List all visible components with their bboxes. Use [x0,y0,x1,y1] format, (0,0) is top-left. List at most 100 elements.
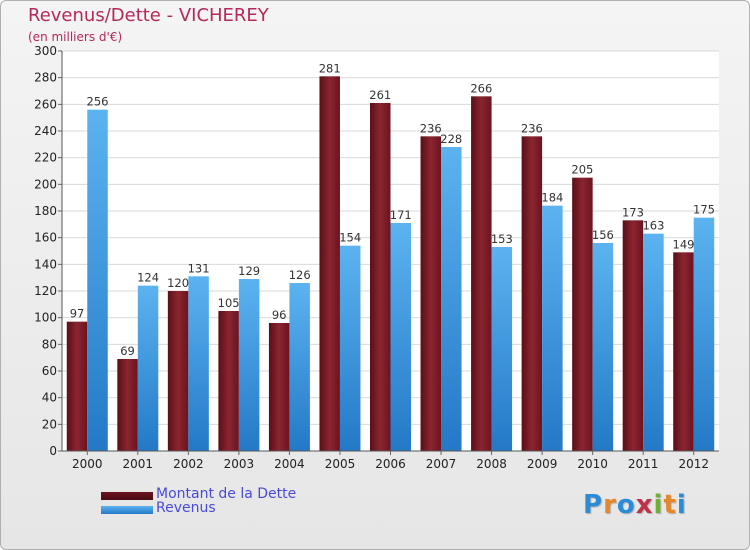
legend-swatch-dette [101,492,153,500]
bar-revenus [441,147,462,451]
x-tick-label: 2001 [123,457,154,471]
logo-letter: P [583,490,604,520]
bar-dette [572,177,593,451]
axes [58,50,719,455]
bar-revenus [238,279,260,451]
y-tick-label: 0 [49,444,57,458]
bar-dette [167,291,189,451]
bar-label-dette: 69 [120,344,135,358]
x-tick-label: 2011 [628,457,659,471]
logo-letter: x [635,490,654,520]
y-tick-label: 60 [42,364,57,378]
bar-label-dette: 281 [319,61,341,75]
x-tick-label: 2012 [678,457,709,471]
bar-dette [268,323,290,451]
bar-dette [622,220,644,451]
x-tick-label: 2006 [375,457,406,471]
bar-label-revenus: 175 [693,203,715,217]
bar-revenus [592,243,614,451]
bar-dette [319,76,340,451]
y-tick-label: 280 [34,71,57,85]
bar-label-dette: 97 [70,307,85,321]
logo-letter: i [676,490,687,520]
bar-label-revenus: 154 [339,231,361,245]
x-tick-label: 2004 [274,457,305,471]
legend-label-dette: Montant de la Dette [156,486,297,502]
bar-dette [218,311,239,451]
y-tick-label: 20 [42,417,57,431]
bar-revenus [693,217,715,451]
bar-label-dette: 120 [167,276,189,290]
bar-label-dette: 236 [521,121,543,135]
bar-dette [673,252,694,451]
y-tick-label: 140 [34,257,57,271]
chart-title: Revenus/Dette - VICHEREY [28,5,269,26]
bar-label-dette: 236 [420,121,442,135]
bar-dette [521,136,543,452]
y-tick-label: 80 [42,337,57,351]
bar-label-revenus: 124 [137,271,159,285]
bar-dette [420,136,442,452]
legend-swatch-revenus [101,506,153,514]
bar-label-dette: 96 [272,308,287,322]
bar-label-revenus: 153 [491,232,513,246]
bar-revenus [87,109,108,452]
bar-label-dette: 149 [673,237,695,251]
bar-dette [471,96,492,451]
y-tick-label: 300 [34,44,57,58]
proxiti-logo: Proxiti [583,490,687,522]
x-tick-label: 2003 [224,457,255,471]
bar-label-revenus: 131 [188,261,210,275]
y-tick-label: 120 [34,284,57,298]
y-tick-label: 100 [34,311,57,325]
bar-label-revenus: 129 [238,264,260,278]
y-tick-label: 160 [34,231,57,245]
bar-label-revenus: 171 [390,208,412,222]
bar-label-dette: 266 [470,81,492,95]
bar-label-dette: 105 [218,296,240,310]
bar-revenus [491,247,513,451]
x-tick-label: 2008 [476,457,507,471]
x-tick-label: 2007 [426,457,457,471]
bar-label-revenus: 126 [289,268,311,282]
y-tick-label: 200 [34,177,57,191]
bar-revenus [390,223,411,451]
y-tick-label: 240 [34,124,57,138]
bar-label-dette: 261 [369,88,391,102]
bar-label-revenus: 256 [87,95,109,109]
bar-label-revenus: 228 [440,132,462,146]
bar-dette [66,321,88,451]
bars [66,76,715,452]
bar-revenus [289,283,310,451]
y-tick-label: 220 [34,151,57,165]
bar-revenus [643,233,664,451]
x-tick-label: 2002 [173,457,204,471]
bar-revenus [188,276,209,451]
x-tick-label: 2005 [325,457,356,471]
logo-letter: i [653,490,664,520]
bar-label-dette: 173 [622,205,644,219]
x-tick-label: 2010 [577,457,608,471]
y-tick-label: 260 [34,97,57,111]
x-tick-label: 2009 [527,457,558,471]
bar-revenus [339,245,361,451]
bar-dette [370,103,391,451]
bar-label-revenus: 163 [642,219,664,233]
bar-dette [117,359,138,451]
bar-label-revenus: 184 [541,191,563,205]
y-tick-label: 180 [34,204,57,218]
y-tick-label: 40 [42,391,57,405]
logo-letter: r [603,490,617,520]
x-tick-label: 2000 [72,457,103,471]
logo-letter: o [616,490,636,520]
labels: 0 20 40 60 80 100 120 140 160 180 200 220 240 260 280 3… [34,44,715,471]
bar-revenus [137,285,159,451]
bar-revenus [542,205,563,451]
chart-subtitle: (en milliers d'€) [28,30,123,44]
bar-label-dette: 205 [571,163,593,177]
legend-label-revenus: Revenus [156,500,216,516]
bar-label-revenus: 156 [592,228,614,242]
logo-letter: t [663,490,677,520]
